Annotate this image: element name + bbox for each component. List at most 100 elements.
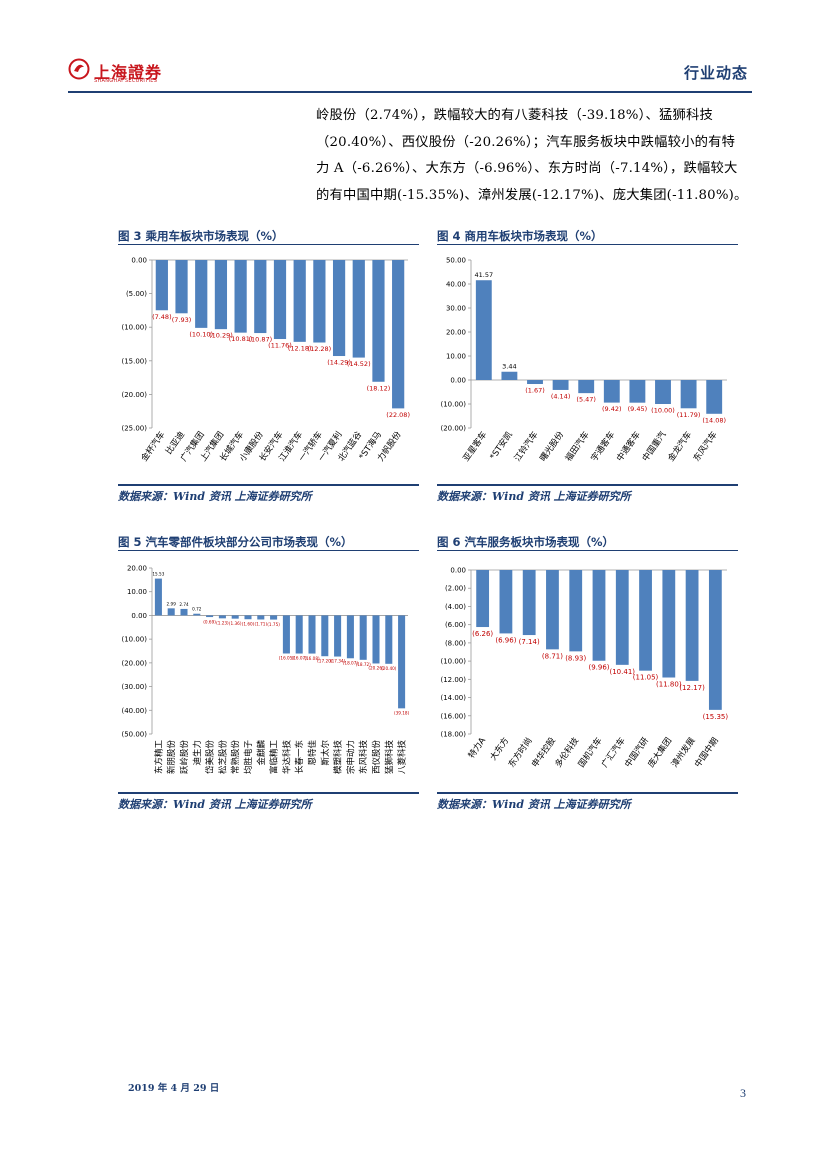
figure-5-source: 数据来源：Wind 资讯 上海证券研究所 (118, 798, 312, 811)
bar (282, 615, 290, 654)
bar (273, 260, 287, 340)
bar (569, 570, 583, 652)
bar (270, 615, 278, 620)
figure-5-title: 图 5 汽车零部件板块部分公司市场表现（%） (118, 535, 353, 549)
data-label: (18.12) (367, 384, 391, 392)
category-label: 富临精工 (269, 740, 280, 775)
data-label: (22.08) (386, 411, 410, 419)
bar (359, 615, 367, 660)
bar (552, 380, 569, 390)
data-label: 0.72 (192, 607, 202, 612)
y-tick-label: (2.00) (445, 585, 466, 593)
category-label: 宗申动力 (345, 740, 356, 774)
category-label: 华达科技 (281, 740, 292, 775)
figure-3-chart: 0.00 (5.00) (10.00) (15.00) (20.00) (25.00) (7… (118, 246, 418, 482)
data-label: (18.72) (356, 662, 372, 667)
data-label: (39.18) (394, 711, 410, 716)
bar (546, 570, 559, 650)
category-label: 猛狮科技 (384, 740, 395, 775)
figure-6-title: 图 6 汽车服务板块市场表现（%） (437, 535, 615, 549)
data-label: (16.08) (304, 656, 320, 661)
bar (234, 260, 247, 333)
bar (615, 570, 629, 665)
logo-subtext: SHANGHAI SECURITIES (94, 78, 158, 84)
data-label: (17.20) (317, 658, 333, 663)
category-label: 模塑科技 (333, 740, 344, 775)
category-label: 东风汽车 (691, 429, 720, 463)
y-tick-label: 0.00 (450, 377, 466, 385)
data-label: (1.36) (229, 621, 242, 626)
y-tick-label: (10.00) (121, 636, 147, 644)
page-number: 3 (740, 1086, 746, 1100)
bar-chart: 50.00 40.00 30.00 20.00 10.00 0.00 (10.00) (20.… (440, 257, 727, 464)
bar (295, 615, 303, 654)
data-label: (11.80) (656, 681, 682, 689)
bar (662, 570, 676, 678)
figure-3-source: 数据来源：Wind 资讯 上海证券研究所 (118, 490, 312, 503)
logo-text: 上海證券 (94, 63, 163, 82)
bar (398, 615, 406, 709)
bar (655, 380, 671, 404)
data-label: (20.26) (368, 666, 384, 671)
data-label: (7.14) (519, 638, 540, 646)
figure-4-chart: 50.00 40.00 30.00 20.00 10.00 0.00 (10.00) (20.… (437, 246, 737, 482)
y-tick-label: 10.00 (127, 588, 147, 596)
bar (244, 615, 252, 620)
y-tick-label: (40.00) (121, 707, 147, 715)
figure-5-bottom-rule (118, 792, 419, 794)
bar (476, 570, 490, 628)
company-logo: 上海證券 SHANGHAI SECURITIES (68, 56, 178, 90)
y-tick-label: 0.00 (450, 567, 466, 575)
data-label: (18.07) (343, 660, 359, 665)
figure-5-chart: 20.00 10.00 0.00 (10.00) (20.00) (30.00) (40.0… (118, 552, 418, 790)
data-label: (9.96) (588, 664, 609, 672)
data-label: (14.29) (327, 359, 351, 367)
data-label: (7.93) (172, 316, 192, 324)
bar (680, 380, 697, 409)
data-label: (16.05) (279, 656, 295, 661)
body-paragraph: 岭股份（2.74%），跌幅较大的有八菱科技（-39.18%）、猛狮科技 （20.… (316, 103, 748, 209)
y-tick-label: (15.00) (121, 357, 147, 365)
bar (175, 260, 188, 314)
bar (321, 615, 329, 657)
bar (639, 570, 652, 671)
category-label: 跃岭股份 (179, 740, 190, 775)
data-label: 15.53 (152, 572, 164, 577)
data-label: (1.60) (242, 621, 255, 626)
data-label: (10.00) (651, 407, 675, 415)
data-label: 3.44 (502, 363, 516, 371)
y-tick-label: (12.00) (440, 676, 466, 684)
category-label: 中通客车 (614, 429, 643, 463)
bar (475, 280, 492, 380)
category-label: 亚星客车 (461, 429, 490, 463)
data-label: (11.05) (633, 674, 659, 682)
bar (706, 380, 723, 414)
data-label: (16.07) (292, 656, 308, 661)
data-label: (12.18) (288, 344, 312, 352)
y-tick-label: (30.00) (121, 683, 147, 691)
figure-4-bottom-rule (437, 484, 738, 486)
data-label: (10.87) (248, 336, 272, 344)
bar (254, 260, 267, 334)
bar (385, 615, 393, 664)
bar (685, 570, 699, 681)
category-label: 长春一东 (294, 740, 305, 774)
data-label: (0.69) (203, 619, 216, 624)
y-tick-label: (50.00) (121, 731, 147, 739)
section-title: 行业动态 (683, 64, 748, 82)
footer-date: 2019 年 4 月 29 日 (128, 1083, 220, 1094)
data-label: (11.79) (677, 411, 701, 419)
category-label: 八菱科技 (397, 740, 408, 775)
bar (180, 608, 188, 616)
category-label: 西仪股份 (371, 740, 382, 775)
y-tick-label: 20.00 (446, 329, 466, 337)
bar (708, 570, 722, 710)
y-tick-label: (20.00) (121, 659, 147, 667)
paragraph-line: 岭股份（2.74%），跌幅较大的有八菱科技（-39.18%）、猛狮科技 (316, 108, 713, 123)
data-label: (1.71) (255, 622, 268, 627)
category-label: 东风科技 (358, 740, 369, 775)
category-label: 曙光股份 (538, 429, 567, 464)
bar (392, 260, 405, 409)
y-tick-label: 10.00 (446, 353, 466, 361)
paragraph-line: 的有中国中期(-15.35%)、漳州发展(-12.17%)、庞大集团(-11.8… (316, 187, 748, 203)
